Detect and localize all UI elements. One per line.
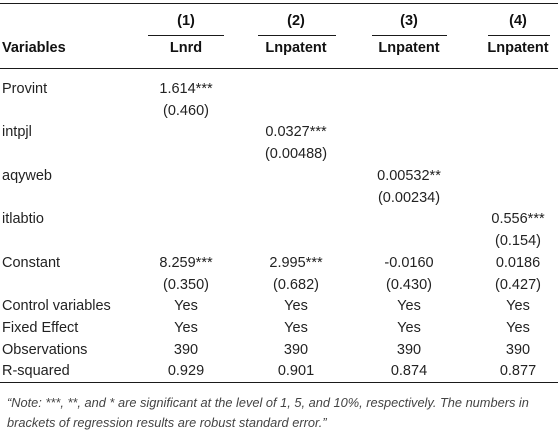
stat-cell: Yes [506,298,530,314]
stat-cell: 0.901 [277,363,315,379]
stat-cell: 0.877 [499,363,537,379]
header-rule [0,68,558,69]
stat-cell: Yes [284,320,308,336]
column-number: (4) [509,13,527,29]
row-label: itlabtio [2,211,44,227]
coefficient-cell: 0.00532** [377,168,441,184]
row-label: Provint [2,81,48,97]
stat-cell: 390 [396,342,422,358]
column-number-rule-2 [258,35,336,36]
coefficient-cell: 0.556*** [491,211,545,227]
standard-error-cell: (0.430) [386,277,432,293]
standard-error-cell: (0.154) [495,233,541,249]
standard-error-cell: (0.00234) [377,190,441,206]
row-label: aqyweb [2,168,52,184]
coefficient-cell: 2.995*** [269,255,323,271]
standard-error-cell: (0.350) [163,277,209,293]
stat-cell: 390 [505,342,531,358]
coefficient-cell: 0.0186 [495,255,541,271]
dependent-variable-header: Lnpatent [487,40,549,56]
column-number-rule-1 [148,35,224,36]
stat-cell: Yes [397,298,421,314]
stat-cell: Yes [174,298,198,314]
row-label: Constant [2,255,61,271]
standard-error-cell: (0.682) [273,277,319,293]
standard-error-cell: (0.460) [163,103,209,119]
dependent-variable-header: Lnpatent [378,40,440,56]
column-number: (3) [400,13,418,29]
standard-error-cell: (0.00488) [264,146,328,162]
table-note: “Note: ***, **, and * are significant at… [7,395,529,430]
stat-cell: 0.874 [390,363,428,379]
dependent-variable-header: Lnpatent [265,40,327,56]
stat-label: R-squared [2,363,70,379]
stat-label: Observations [2,342,88,358]
stat-cell: Yes [174,320,198,336]
stat-cell: Yes [397,320,421,336]
coefficient-cell: 1.614*** [159,81,213,97]
coefficient-cell: 8.259*** [159,255,213,271]
variables-header: Variables [2,40,66,56]
coefficient-cell: 0.0327*** [265,124,327,140]
column-number-rule-4 [488,35,550,36]
stat-cell: 390 [173,342,199,358]
standard-error-cell: (0.427) [495,277,541,293]
column-number: (2) [287,13,305,29]
dependent-variable-header: Lnrd [169,40,203,56]
stat-label: Control variables [2,298,111,314]
stat-cell: 0.929 [167,363,205,379]
top-rule [0,3,558,4]
stat-label: Fixed Effect [2,320,79,336]
column-number: (1) [177,13,195,29]
row-label: intpjl [2,124,32,140]
stat-cell: Yes [284,298,308,314]
bottom-rule [0,382,558,383]
stat-cell: Yes [506,320,530,336]
stat-cell: 390 [283,342,309,358]
column-number-rule-3 [372,35,447,36]
coefficient-cell: -0.0160 [384,255,434,271]
